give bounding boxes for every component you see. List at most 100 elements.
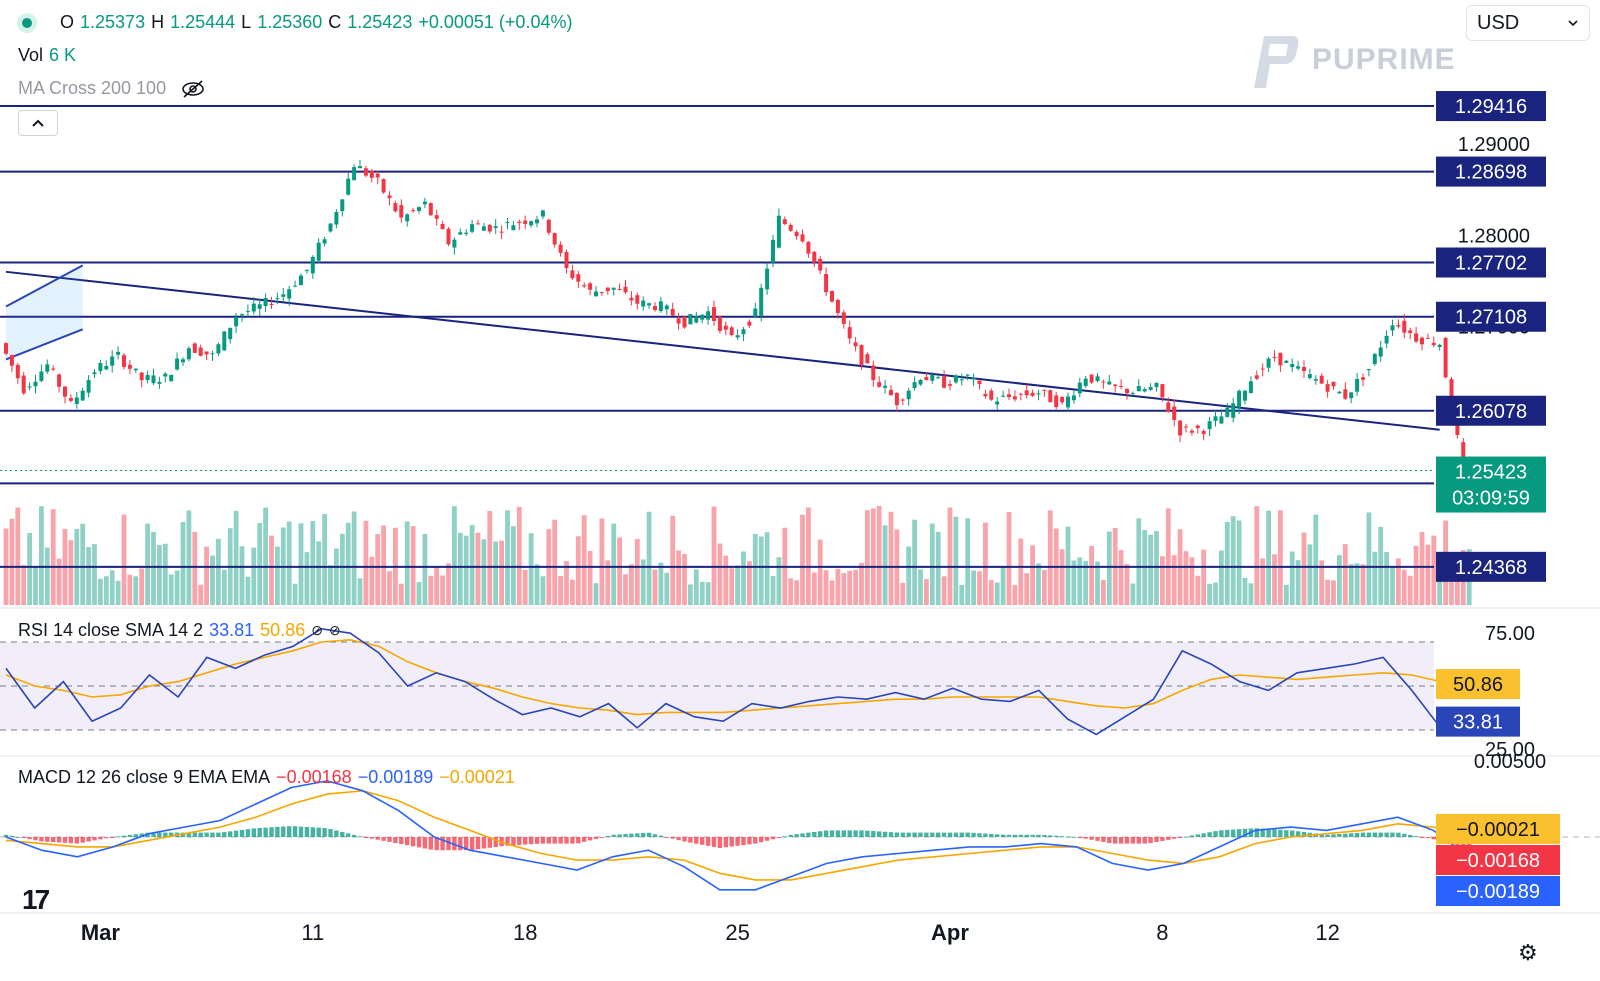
- volume-bar: [688, 584, 693, 605]
- volume-bar: [865, 510, 870, 605]
- candle: [546, 219, 551, 233]
- macd-histogram-bar: [74, 837, 79, 844]
- volume-bar: [705, 582, 711, 605]
- candle: [9, 355, 14, 366]
- tradingview-logo[interactable]: 17: [22, 884, 50, 915]
- currency-select[interactable]: USD: [1466, 5, 1590, 41]
- candle: [989, 390, 994, 400]
- candle: [523, 220, 528, 224]
- candle: [263, 297, 268, 307]
- macd-histogram-bar: [1419, 837, 1425, 838]
- volume-bar: [1295, 560, 1301, 605]
- hidden-plot-icon: ⊘: [311, 622, 323, 638]
- volume-bar: [1148, 534, 1153, 605]
- volume-bar: [623, 574, 628, 605]
- volume-bar: [1030, 545, 1035, 605]
- volume-bar: [1089, 545, 1094, 605]
- macd-histogram-bar: [1413, 835, 1419, 837]
- candle: [1296, 366, 1301, 369]
- macd-histogram-bar: [682, 837, 687, 842]
- rsi-label: RSI 14 close SMA 14 2: [18, 620, 204, 640]
- candle: [198, 347, 203, 356]
- volume-bar: [180, 521, 186, 605]
- candle: [1349, 392, 1354, 399]
- volume-bar: [941, 576, 947, 605]
- macd-histogram-bar: [1000, 834, 1006, 837]
- candle: [529, 221, 534, 226]
- volume-bar: [334, 548, 339, 605]
- volume-bar: [1000, 567, 1006, 605]
- candle: [387, 195, 392, 199]
- macd-histogram-bar: [27, 837, 32, 840]
- candle: [216, 344, 221, 354]
- price-tick-label: 1.29000: [1458, 134, 1530, 156]
- change-value: +0.00051 (+0.04%): [418, 12, 573, 32]
- macd-histogram-bar: [1207, 832, 1212, 837]
- candle: [1390, 325, 1395, 331]
- candle: [953, 375, 958, 383]
- macd-tick-label: 0.00500: [1474, 751, 1546, 773]
- volume-legend[interactable]: Vol 6 K: [18, 45, 76, 66]
- volume-bar: [9, 518, 15, 605]
- macd-histogram-bar: [316, 827, 321, 837]
- macd-histogram-bar: [1166, 837, 1171, 840]
- volume-bar: [876, 505, 882, 605]
- macd-histogram-bar: [741, 837, 746, 846]
- volume-bar: [611, 523, 617, 605]
- volume-bar: [1077, 557, 1083, 605]
- volume-label: Vol: [18, 45, 44, 65]
- volume-bar: [1124, 564, 1130, 605]
- volume-bar: [912, 519, 917, 605]
- macd-histogram-bar: [251, 828, 256, 837]
- ma-cross-label: MA Cross 200 100: [18, 78, 167, 98]
- macd-histogram-bar: [1107, 837, 1112, 844]
- candle: [1402, 320, 1407, 333]
- volume-bar: [204, 546, 209, 605]
- volume-bar: [634, 538, 640, 605]
- candle: [771, 239, 775, 263]
- volume-bar: [558, 576, 563, 605]
- volume-bar: [363, 520, 369, 605]
- ma-cross-legend[interactable]: MA Cross 200 100: [18, 78, 206, 99]
- volume-bar: [298, 523, 304, 605]
- rsi-sma-line: [5, 638, 1470, 716]
- rsi-legend[interactable]: RSI 14 close SMA 14 2 33.81 50.86 ⊘ ⊘: [18, 620, 341, 641]
- collapse-legend-button[interactable]: [18, 110, 58, 136]
- macd-histogram-bar: [676, 837, 681, 841]
- macd-histogram-bar: [900, 832, 905, 837]
- macd-histogram-bar: [1366, 832, 1372, 837]
- candle: [965, 374, 970, 376]
- macd-histogram-bar: [552, 837, 557, 844]
- macd-histogram-bar: [629, 833, 634, 837]
- settings-gear-icon[interactable]: ⚙: [1518, 940, 1538, 965]
- open-label: O: [60, 12, 75, 32]
- macd-histogram-bar: [700, 837, 705, 845]
- macd-histogram-bar: [1083, 837, 1088, 839]
- candle: [841, 312, 846, 324]
- volume-bar: [988, 580, 994, 605]
- volume-bar: [522, 569, 528, 605]
- macd-histogram-bar: [688, 837, 693, 843]
- macd-histogram-bar: [1042, 835, 1047, 837]
- macd-legend[interactable]: MACD 12 26 close 9 EMA EMA −0.00168 −0.0…: [18, 767, 515, 788]
- volume-bar: [469, 525, 475, 605]
- candle: [1136, 386, 1141, 392]
- volume-bar: [452, 506, 457, 605]
- candle: [293, 285, 298, 287]
- macd-histogram-bar: [823, 830, 829, 837]
- trendline: [5, 270, 1440, 431]
- volume-bar: [593, 583, 599, 605]
- macd-histogram-bar: [1284, 830, 1289, 837]
- channel-upper: [5, 264, 84, 308]
- candle: [1107, 381, 1112, 385]
- macd-histogram-bar: [1408, 834, 1413, 837]
- volume-bar: [1207, 583, 1212, 605]
- eye-crossed-icon[interactable]: [180, 79, 206, 99]
- candle: [1213, 416, 1218, 421]
- macd-histogram-bar: [670, 837, 675, 839]
- live-status-dot: [22, 17, 32, 28]
- candle: [936, 377, 941, 379]
- volume-bar: [882, 525, 888, 605]
- candle: [1195, 425, 1200, 429]
